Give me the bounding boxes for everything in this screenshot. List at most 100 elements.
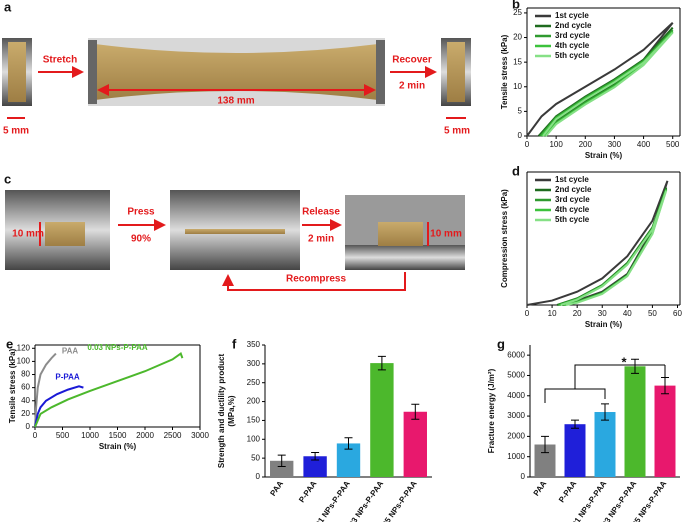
y-tick-label: 350 [247, 340, 261, 349]
y-tick-label: 0 [518, 131, 523, 140]
series-label: P-PAA [55, 373, 80, 382]
x-tick-label: 60 [673, 309, 682, 318]
y-tick-label: 40 [21, 396, 30, 405]
x-tick-label: 20 [573, 309, 582, 318]
line [560, 190, 668, 306]
bar [534, 444, 556, 477]
panel-label: e [6, 336, 13, 351]
x-tick-label: 2000 [136, 431, 154, 440]
dimension-label: 10 mm [430, 229, 462, 240]
photo [376, 40, 385, 104]
y-tick-label: 250 [247, 378, 261, 387]
y-tick-label: 3000 [507, 411, 525, 420]
legend-label: 5th cycle [555, 51, 590, 60]
bar [303, 456, 327, 477]
y-tick-label: 50 [251, 453, 260, 462]
photo [45, 222, 85, 246]
x-tick-label: 3000 [191, 431, 209, 440]
y-tick-label: 0 [256, 472, 261, 481]
bar [270, 460, 294, 477]
x-tick-label: PAA [268, 479, 285, 498]
panel-label: f [232, 336, 237, 351]
y-tick-label: 15 [513, 57, 522, 66]
step-label: 2 min [399, 81, 425, 92]
x-tick-label: PAA [532, 479, 549, 498]
x-tick-label: 100 [549, 140, 563, 149]
error-bar [311, 451, 320, 461]
step-label: 90% [131, 234, 151, 245]
photo [88, 40, 97, 104]
y-tick-label: 10 [513, 82, 522, 91]
y-tick-label: 200 [247, 397, 261, 406]
bar [336, 443, 361, 477]
photo [447, 42, 465, 102]
legend-label: 2nd cycle [555, 185, 592, 194]
x-tick-label: 300 [608, 140, 622, 149]
arrow [222, 272, 406, 291]
x-tick-label: 30 [598, 309, 607, 318]
step-label: Press [127, 207, 155, 218]
x-tick-label: 1500 [109, 431, 127, 440]
bar [564, 424, 586, 477]
x-tick-label: 1000 [81, 431, 99, 440]
y-axis-title: (MPa,%) [227, 395, 236, 426]
y-tick-label: 150 [247, 416, 261, 425]
bar [594, 412, 616, 477]
photo [378, 222, 423, 246]
series-label: PAA [62, 347, 79, 356]
step-label: Release [302, 207, 340, 218]
annotation: * [621, 354, 627, 369]
bar [403, 411, 427, 477]
step-label: Stretch [43, 55, 77, 66]
legend-label: 4th cycle [555, 41, 590, 50]
panel-label: a [4, 0, 12, 14]
legend-label: 3rd cycle [555, 195, 590, 204]
y-tick-label: 100 [17, 357, 31, 366]
x-tick-label: 40 [623, 309, 632, 318]
y-tick-label: 60 [21, 383, 30, 392]
line [34, 352, 57, 428]
series-label: 0.03 NPs-P-PAA [87, 343, 148, 352]
step-label: Recover [392, 55, 432, 66]
legend-label: 1st cycle [555, 11, 589, 20]
panel-label: g [497, 336, 505, 351]
panel-label: c [4, 171, 11, 186]
error-bar [277, 454, 286, 467]
y-tick-label: 5 [518, 106, 523, 115]
line [34, 351, 184, 428]
x-tick-label: 10 [548, 309, 557, 318]
x-tick-label: 500 [56, 431, 70, 440]
legend-label: 5th cycle [555, 215, 590, 224]
y-axis-title: Tensile stress (kPa) [8, 348, 17, 423]
y-axis-title: Compression stress (kPa) [500, 189, 509, 288]
dimension-label: 138 mm [217, 96, 254, 107]
x-tick-label: 0 [33, 431, 38, 440]
y-axis-title: Fracture energy (J/m²) [487, 368, 496, 453]
y-tick-label: 20 [21, 409, 30, 418]
bar [624, 366, 646, 477]
x-axis-title: Strain (%) [585, 320, 623, 329]
line [34, 385, 84, 428]
error-bar [601, 403, 609, 421]
y-axis-title: Tensile stress (kPa) [500, 34, 509, 109]
error-bar [411, 403, 420, 420]
x-tick-label: 50 [648, 309, 657, 318]
dimension-label: 5 mm [3, 126, 29, 137]
y-axis-title: Strength and ductility product [217, 354, 226, 469]
error-bar [571, 419, 579, 429]
y-tick-label: 100 [247, 434, 261, 443]
bar [654, 385, 676, 477]
y-tick-label: 1000 [507, 452, 525, 461]
x-axis-title: Strain (%) [99, 442, 137, 451]
photo [345, 245, 465, 270]
x-tick-label: 2500 [164, 431, 182, 440]
photo [8, 42, 26, 102]
x-tick-label: P-PAA [557, 479, 578, 504]
y-tick-label: 20 [513, 33, 522, 42]
y-tick-label: 6000 [507, 350, 525, 359]
panel-label: b [512, 0, 520, 11]
error-bar [541, 435, 549, 454]
y-tick-label: 0 [26, 422, 31, 431]
line [526, 22, 674, 137]
